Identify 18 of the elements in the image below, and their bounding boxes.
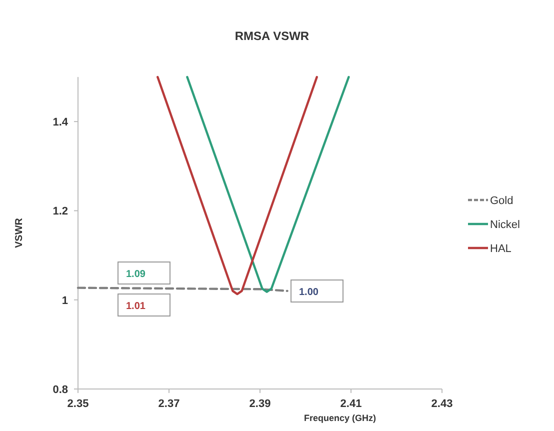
x-tick-label: 2.41 bbox=[340, 398, 362, 410]
chart-title: RMSA VSWR bbox=[234, 29, 310, 43]
y-tick-label: 1 bbox=[62, 294, 68, 307]
y-tick-label: 1.4 bbox=[52, 116, 69, 129]
y-tick-label: 0.8 bbox=[52, 384, 68, 396]
x-tick-label: 2.43 bbox=[431, 398, 453, 410]
y-axis-title: VSWR bbox=[14, 217, 25, 248]
annotation: 1.09 bbox=[126, 269, 146, 280]
annotation: 1.01 bbox=[126, 301, 146, 312]
x-tick-label: 2.39 bbox=[249, 398, 271, 410]
legend-label: Gold bbox=[490, 195, 514, 207]
y-tick-label: 1.2 bbox=[52, 206, 68, 218]
legend-label: Nickel bbox=[490, 219, 520, 231]
x-axis-title: Frequency (GHz) bbox=[304, 413, 376, 423]
legend-label: HAL bbox=[490, 243, 512, 255]
x-tick-label: 2.37 bbox=[158, 398, 180, 410]
annotation: 1.00 bbox=[299, 287, 319, 298]
x-tick-label: 2.35 bbox=[67, 398, 89, 410]
